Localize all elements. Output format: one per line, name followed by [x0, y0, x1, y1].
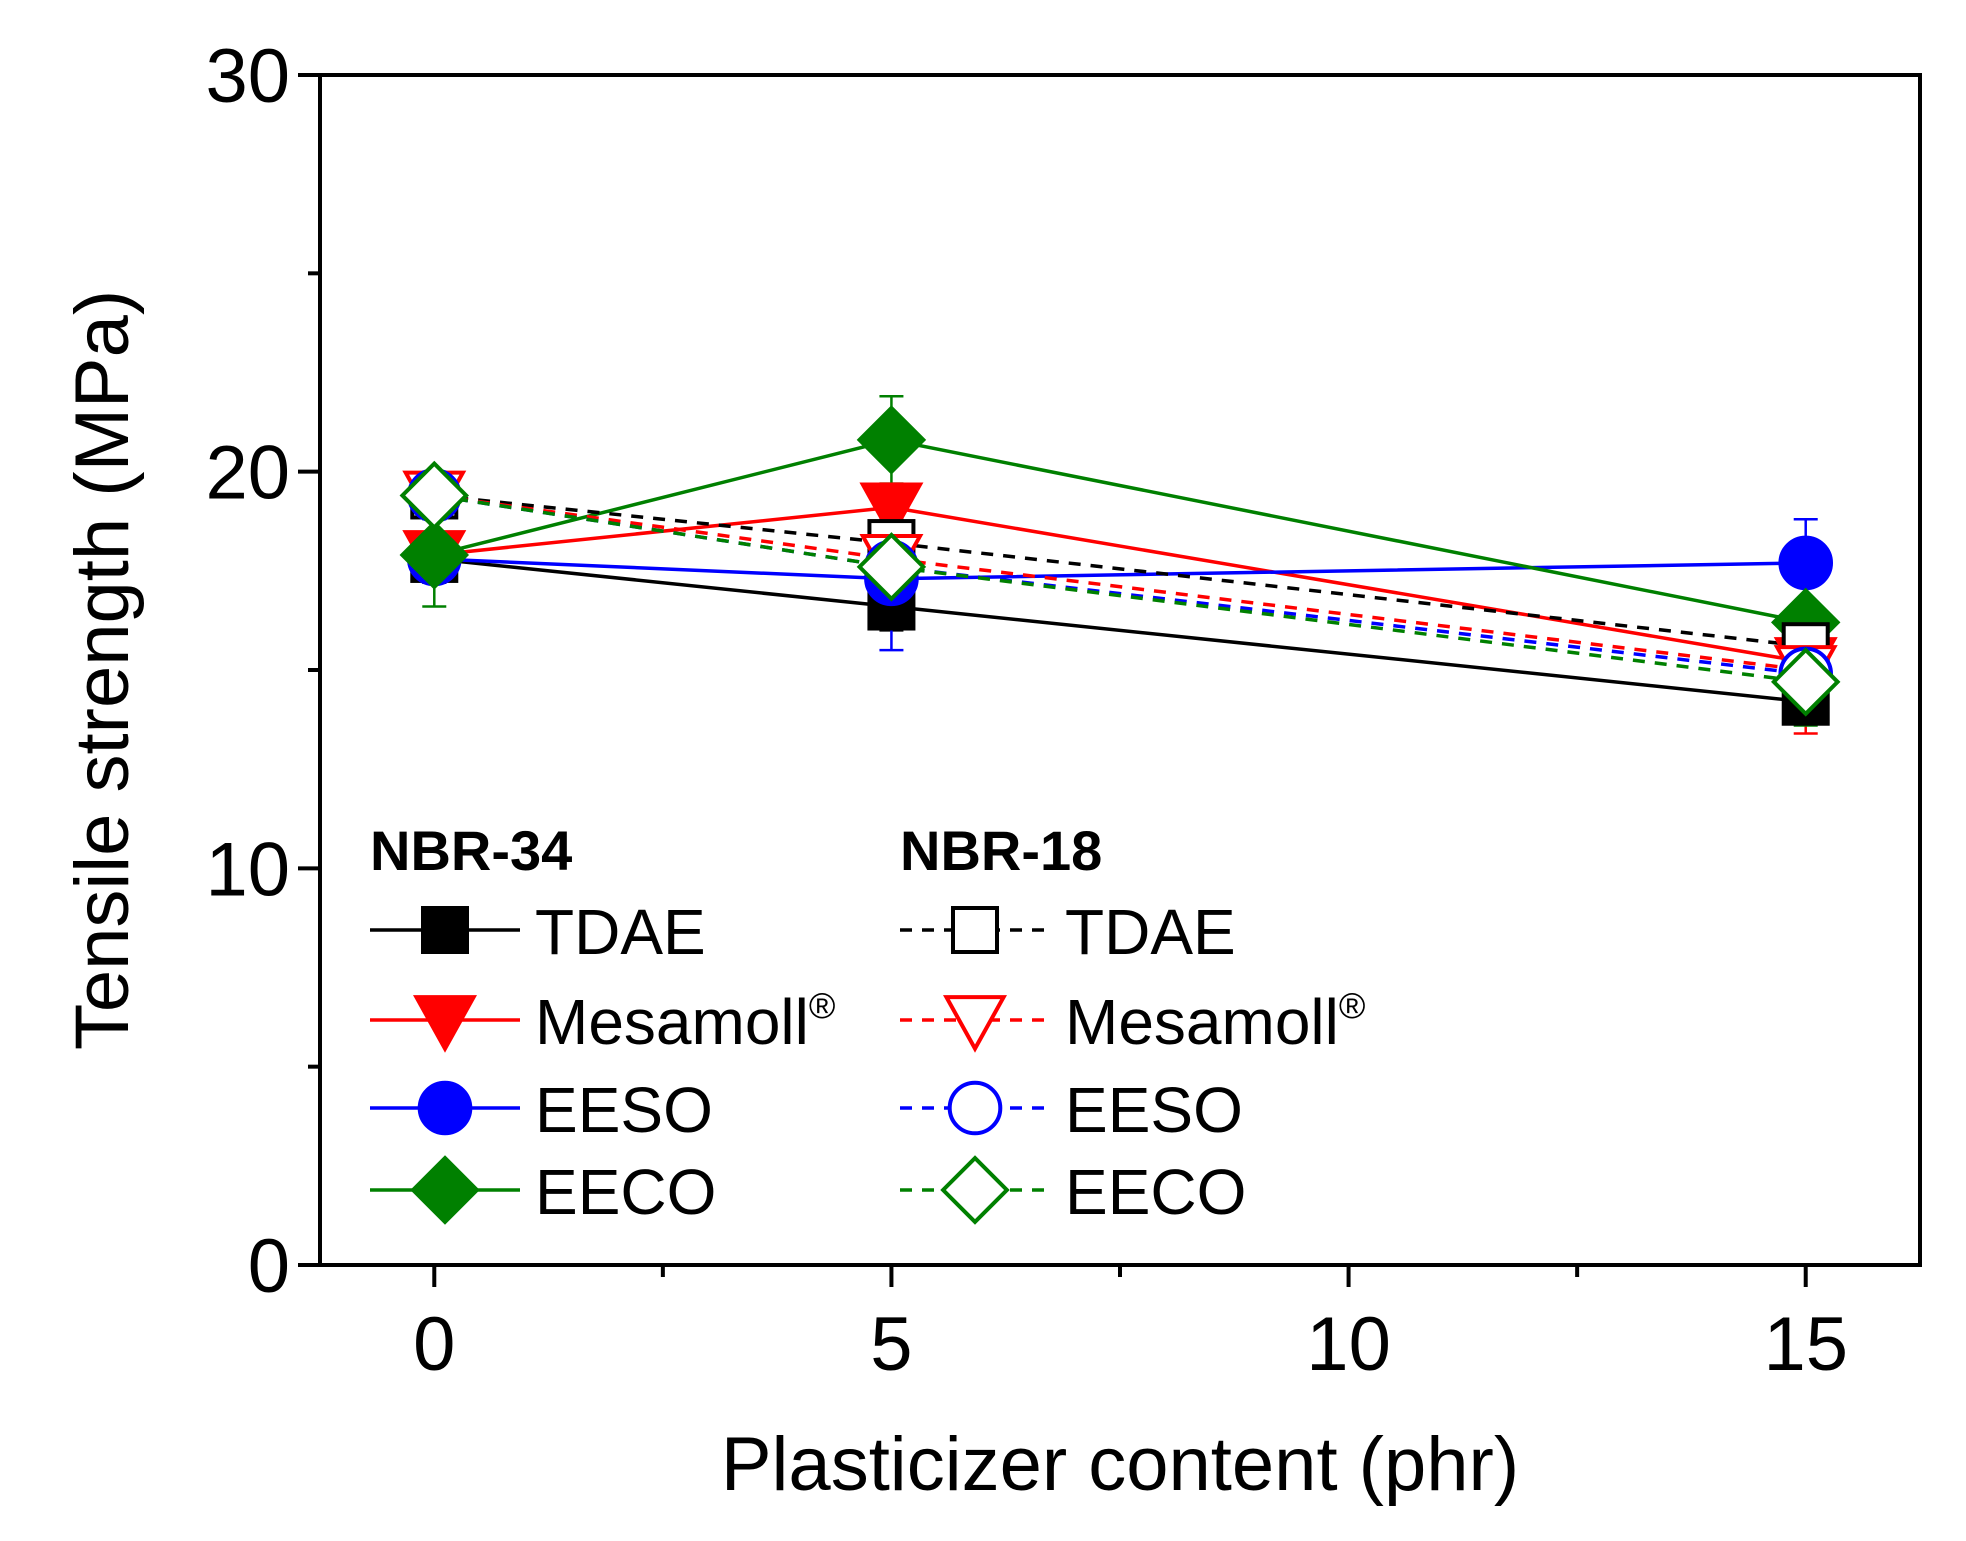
- x-tick-label: 10: [1306, 1302, 1391, 1387]
- y-tick-label: 10: [205, 827, 290, 912]
- x-tick-label: 5: [870, 1302, 912, 1387]
- legend-marker: [951, 906, 999, 954]
- data-point-nbr-34-eeco: [856, 405, 927, 475]
- data-point-nbr-34-eeco: [399, 520, 470, 590]
- data-point-nbr-18-eeco: [399, 460, 470, 531]
- x-tick-label: 0: [413, 1302, 455, 1387]
- y-tick-label: 30: [205, 34, 290, 119]
- legend-marker: [417, 1080, 473, 1136]
- series-layer: [399, 395, 1841, 735]
- series-line-nbr-18-eeso: [434, 493, 1806, 676]
- legend-marker: [940, 1155, 1010, 1225]
- y-tick-label: 0: [248, 1224, 290, 1309]
- axes-layer: 0 10 20 30 0 5 10 15: [205, 34, 1922, 1387]
- legend-label: EECO: [1065, 1156, 1246, 1228]
- legend-label-superscript: ®: [809, 985, 836, 1026]
- legend-label: TDAE: [1065, 896, 1236, 968]
- legend-title: NBR-34: [370, 819, 572, 882]
- legend-label: EESO: [535, 1074, 713, 1146]
- y-axis-label: Tensile strength (MPa): [60, 290, 145, 1050]
- data-point-nbr-18-eeco: [1770, 647, 1841, 717]
- data-point-nbr-34-mesamoll: [859, 482, 924, 541]
- legend-label: EECO: [535, 1156, 716, 1228]
- legend-marker: [947, 1080, 1003, 1136]
- legend-marker: [943, 995, 1007, 1053]
- series-line-nbr-34-mesamoll: [434, 505, 1807, 664]
- legend-label: TDAE: [535, 896, 706, 968]
- y-tick-label: 20: [205, 431, 290, 516]
- legend-layer: NBR-34 TDAE Mesamoll® EESO EECO NBR-18 TDAE Mes…: [370, 819, 1365, 1228]
- legend-marker: [410, 1155, 480, 1225]
- legend-label: Mesamoll®: [1065, 985, 1365, 1058]
- x-tick-label: 15: [1763, 1302, 1848, 1387]
- x-axis-label: Plasticizer content (phr): [721, 1422, 1519, 1507]
- legend-label: Mesamoll®: [535, 985, 835, 1058]
- data-point-nbr-34-eeso: [1778, 535, 1834, 591]
- legend-label-superscript: ®: [1339, 985, 1366, 1026]
- legend-label: EESO: [1065, 1074, 1243, 1146]
- series-line-nbr-18-tdae: [434, 493, 1806, 648]
- data-point-nbr-18-eeco: [856, 532, 927, 602]
- legend-marker: [413, 995, 477, 1053]
- legend-marker: [421, 906, 469, 954]
- legend-title: NBR-18: [900, 819, 1102, 882]
